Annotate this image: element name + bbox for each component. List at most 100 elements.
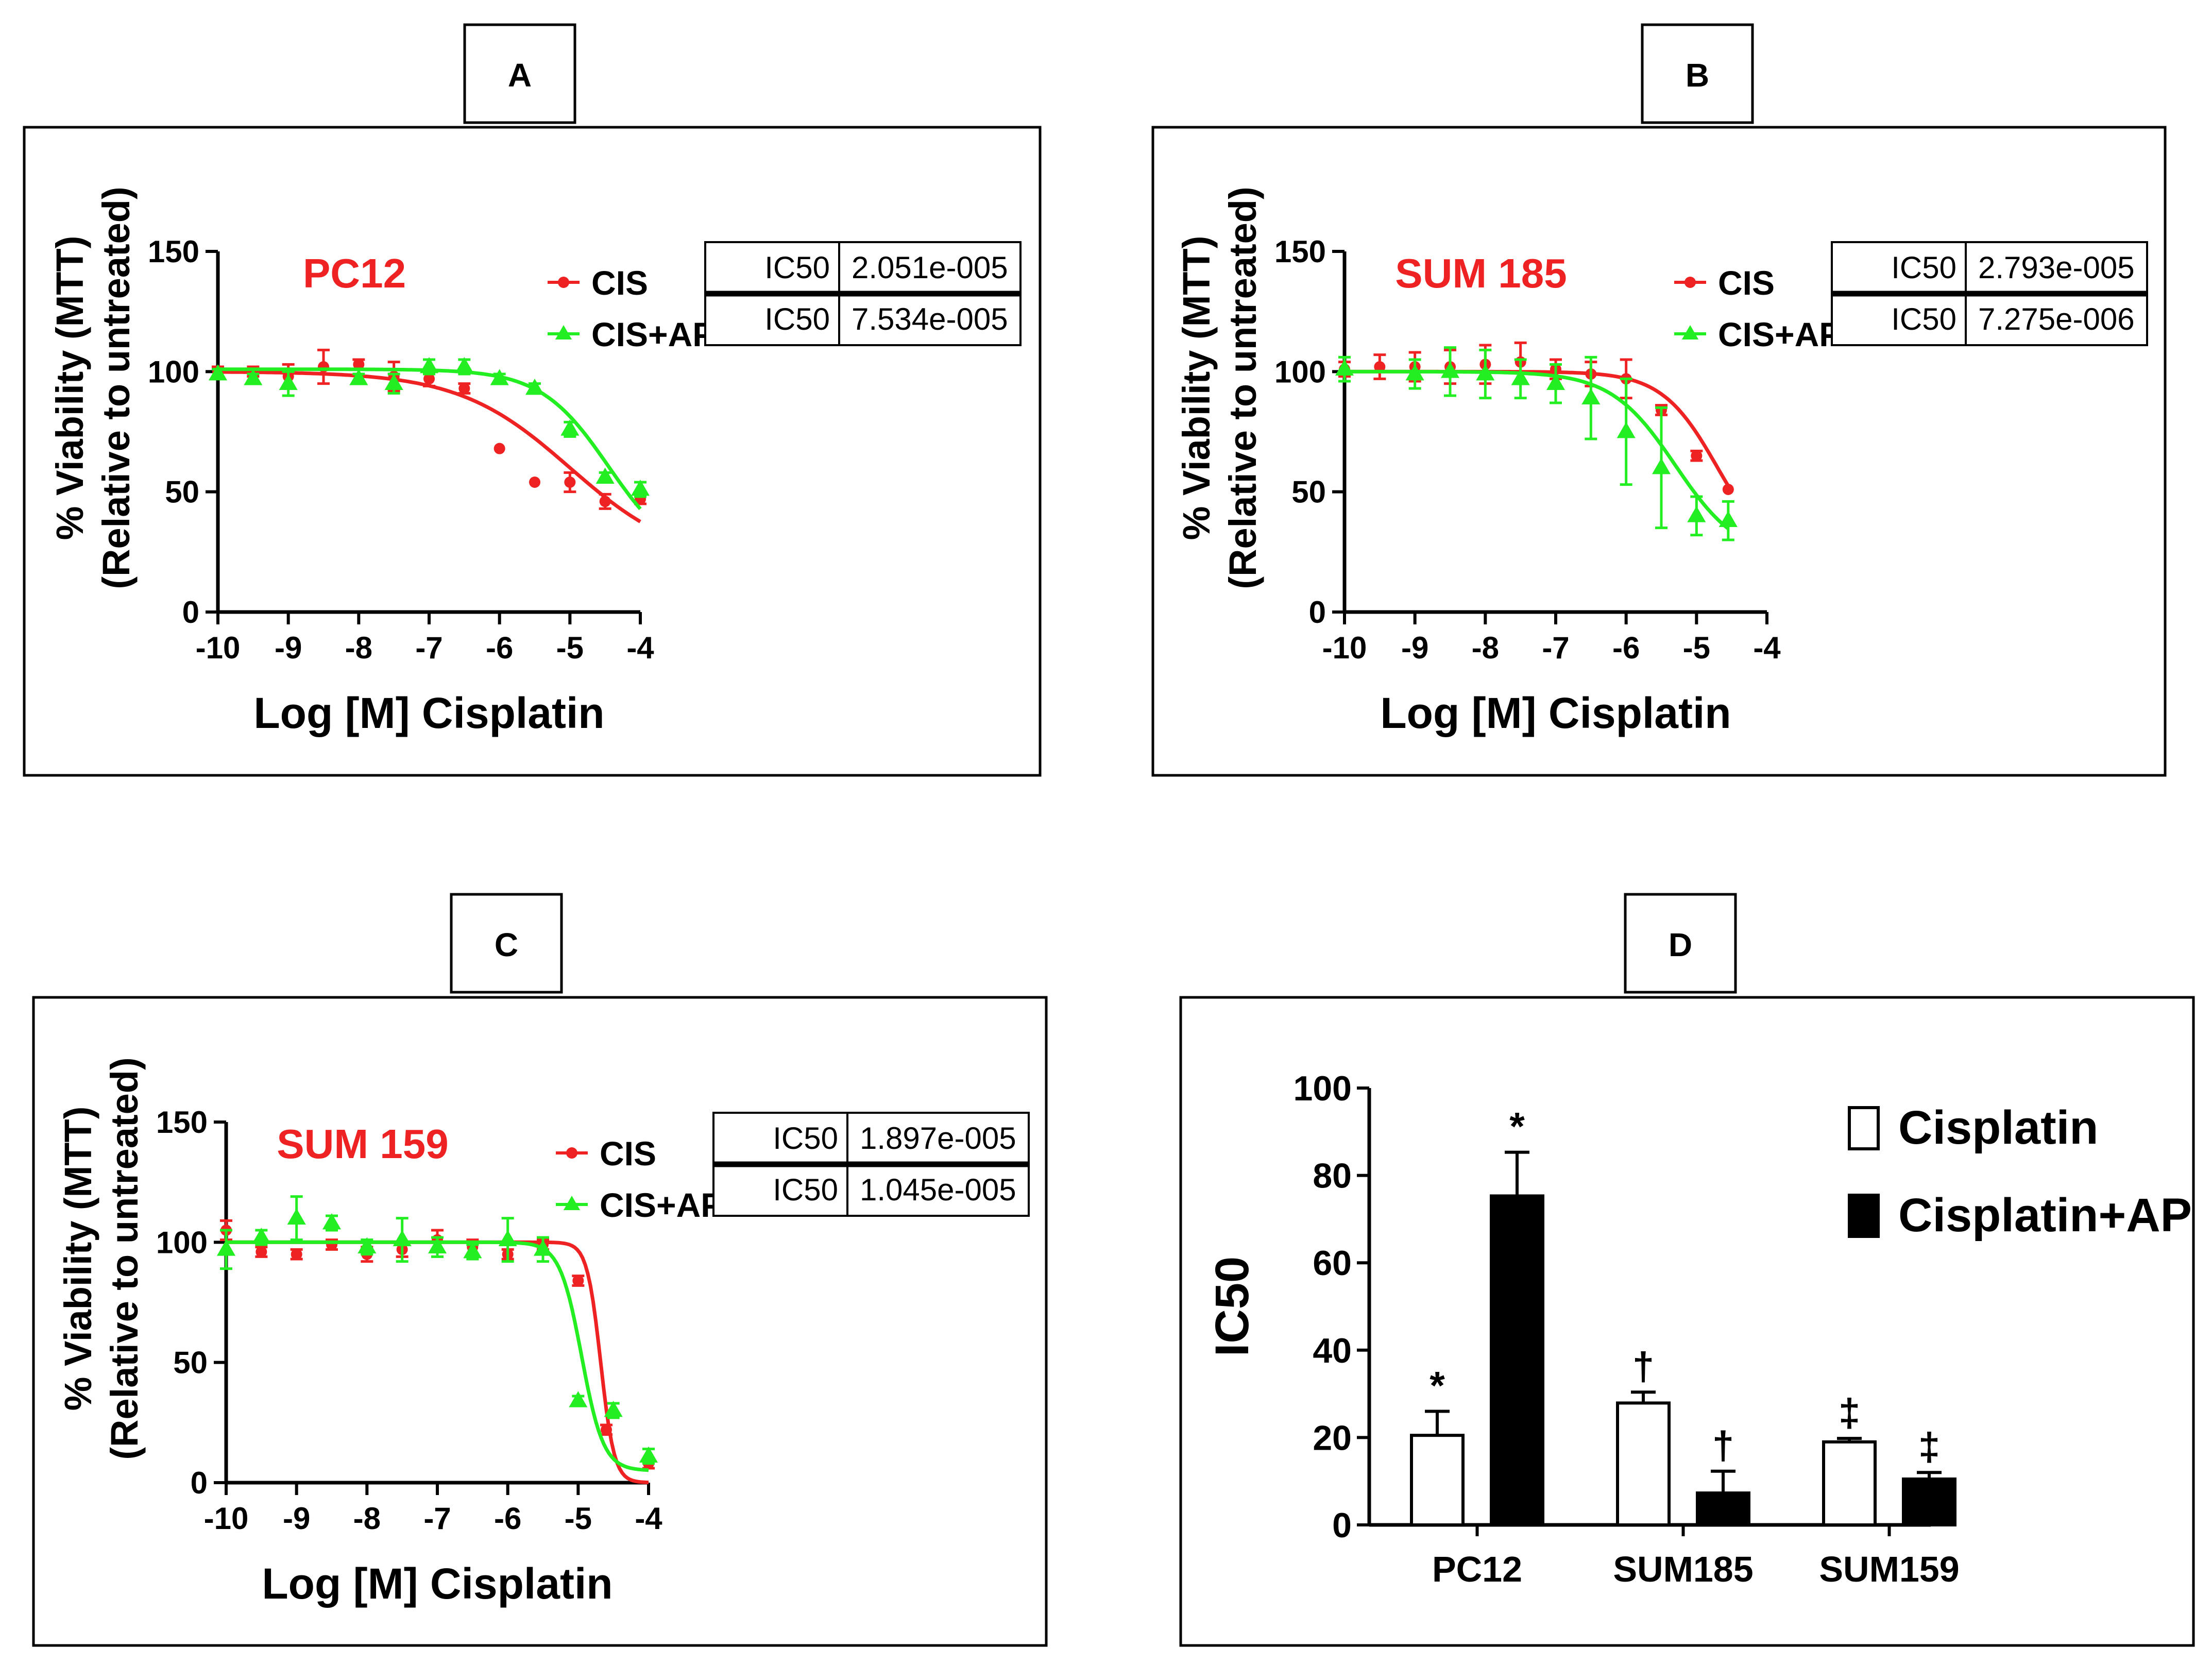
x-axis-title: Log [M] Cisplatin	[253, 689, 604, 737]
data-point-circle	[423, 373, 435, 385]
y-tick-label: 40	[1313, 1331, 1352, 1370]
data-point-circle	[572, 1275, 584, 1286]
panel-b-label-box	[1641, 23, 1754, 124]
legend-label: CIS	[591, 264, 648, 302]
y-axis-title-line1: % Viability (MTT)	[1175, 236, 1218, 540]
data-point-triangle	[490, 369, 509, 385]
legend-marker-triangle	[555, 325, 572, 340]
data-point-triangle	[604, 1401, 623, 1417]
ic50-label: IC50	[773, 1173, 838, 1207]
y-tick-label: 60	[1313, 1244, 1352, 1283]
panel-a-label: A	[508, 57, 532, 94]
data-point-circle	[601, 1424, 612, 1436]
panel-a-frame	[23, 126, 1042, 777]
data-point-triangle	[1335, 359, 1354, 376]
panel-c-label-box	[450, 893, 563, 994]
x-tick-label: -7	[423, 1501, 451, 1536]
y-tick-label: 0	[1332, 1506, 1352, 1545]
data-point-triangle	[569, 1391, 588, 1407]
legend-marker-triangle	[563, 1196, 581, 1211]
panel-a-label-box	[463, 23, 576, 124]
data-point-triangle	[1617, 422, 1636, 438]
panel-d-frame	[1179, 996, 2195, 1647]
data-point-triangle	[1687, 506, 1706, 522]
y-axis-title-line1: % Viability (MTT)	[48, 236, 91, 540]
y-tick-label: 0	[191, 1466, 208, 1500]
data-point-triangle	[279, 373, 298, 390]
x-tick-label: -7	[1542, 631, 1569, 665]
y-axis-title-line1: % Viability (MTT)	[57, 1107, 99, 1411]
x-tick-label: -5	[556, 631, 584, 665]
bar-cisplatin-sum185	[1616, 1401, 1671, 1526]
significance-marker: *	[1509, 1105, 1525, 1149]
data-point-triangle	[533, 1239, 553, 1256]
x-tick-label: -10	[204, 1501, 249, 1536]
data-point-triangle	[349, 369, 368, 385]
legend-label: Cisplatin+AP	[1898, 1189, 2192, 1242]
x-tick-label: -8	[353, 1501, 381, 1536]
ic50-value: 7.275e-006	[1978, 302, 2135, 336]
data-point-triangle	[1476, 364, 1495, 381]
ic50-value: 2.051e-005	[852, 250, 1008, 285]
y-tick-label: 0	[1309, 595, 1326, 630]
x-tick-label: -6	[1612, 631, 1640, 665]
panel-b-frame	[1151, 126, 2167, 777]
ic50-label: IC50	[764, 302, 830, 336]
data-point-triangle	[631, 480, 650, 496]
legend-label: CIS+AP	[591, 315, 715, 353]
significance-marker: †	[1712, 1424, 1734, 1468]
bar-cisplatin-ap-sum185	[1696, 1491, 1750, 1526]
y-tick-label: 0	[182, 595, 199, 630]
legend-label: CIS+AP	[600, 1186, 723, 1224]
y-tick-label: 150	[156, 1105, 208, 1140]
legend-marker-circle	[558, 277, 569, 288]
data-point-triangle	[455, 357, 474, 373]
x-tick-label: -6	[486, 631, 513, 665]
y-tick-label: 50	[1291, 475, 1326, 510]
legend-label: CIS+AP	[1718, 315, 1842, 353]
data-point-triangle	[498, 1230, 517, 1247]
data-point-triangle	[1405, 364, 1424, 381]
legend-marker-triangle	[1681, 325, 1699, 340]
ic50-value: 1.045e-005	[860, 1173, 1016, 1207]
x-tick-label: -5	[1683, 631, 1710, 665]
x-tick-label: -5	[565, 1501, 592, 1536]
ic50-label: IC50	[773, 1121, 838, 1156]
data-point-circle	[529, 477, 540, 488]
ic50-label: IC50	[764, 250, 830, 285]
panel-a-chart: -10 -9 -8 -7 -6 -5 -4 0 50 100 150 Log [M] Cisplati…	[48, 186, 1022, 737]
data-point-triangle	[1581, 388, 1601, 405]
x-tick-label: PC12	[1432, 1549, 1522, 1589]
data-point-circle	[256, 1246, 267, 1258]
data-point-triangle	[393, 1230, 412, 1247]
x-tick-label: -10	[1322, 631, 1367, 665]
y-tick-label: 80	[1313, 1157, 1352, 1196]
y-tick-label: 100	[1274, 354, 1326, 389]
data-point-triangle	[1440, 362, 1460, 378]
y-axis-title-line2: (Relative to untreated)	[103, 1057, 146, 1459]
legend-swatch	[1848, 1106, 1880, 1150]
panel-c: C -10 -9 -8 -7 -6 -5 -4 0 50 100 150 Log [M] Cispla…	[32, 893, 1048, 1647]
x-tick-label: -10	[196, 631, 241, 665]
y-axis-title-line2: (Relative to untreated)	[95, 186, 138, 589]
ic50-label: IC50	[1891, 302, 1956, 336]
y-tick-label: 150	[148, 234, 199, 269]
x-tick-label: -9	[283, 1501, 310, 1536]
data-point-triangle	[1718, 511, 1738, 528]
data-point-triangle	[1652, 458, 1671, 474]
data-point-circle	[1691, 450, 1703, 462]
x-axis-title: Log [M] Cisplatin	[262, 1559, 612, 1608]
legend-label: CIS	[1718, 264, 1775, 302]
x-tick-label: -4	[626, 631, 654, 665]
data-point-triangle	[216, 1239, 236, 1256]
ic50-value: 2.793e-005	[1978, 250, 2135, 285]
data-point-triangle	[1511, 369, 1530, 385]
data-point-circle	[1374, 361, 1386, 372]
data-point-triangle	[287, 1208, 306, 1225]
data-point-triangle	[208, 364, 228, 381]
panel-d-chart: 0 20 40 60 80 100 IC50 * * PC12 † † SUM185 ‡ ‡ SUM159 Ci…	[1206, 1069, 2192, 1589]
y-tick-label: 50	[173, 1346, 208, 1380]
ic50-label: IC50	[1891, 250, 1956, 285]
x-tick-label: -7	[415, 631, 443, 665]
panel-b-label: B	[1686, 57, 1709, 94]
